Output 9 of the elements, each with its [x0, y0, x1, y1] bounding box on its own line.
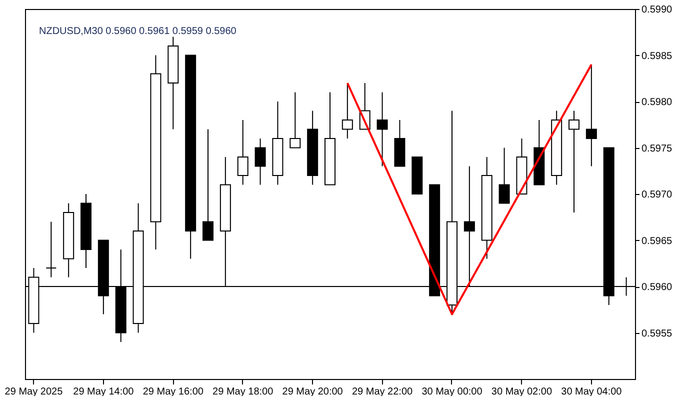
y-tick-label: 0.5980 — [642, 97, 673, 108]
y-tick-label: 0.5990 — [642, 4, 673, 16]
y-tick-label: 0.5960 — [642, 282, 673, 293]
y-tick-label: 0.5970 — [642, 190, 673, 200]
y-tick-label: 0.5975 — [642, 143, 673, 154]
y-tick-label: 0.5955 — [642, 328, 673, 340]
text: NZDUSD,M30 0.5960 0.5961 0.5959 0.5960 — [39, 26, 237, 37]
y-tick-label: 0.5985 — [642, 50, 673, 62]
y-tick-label: 0.5965 — [642, 236, 673, 247]
